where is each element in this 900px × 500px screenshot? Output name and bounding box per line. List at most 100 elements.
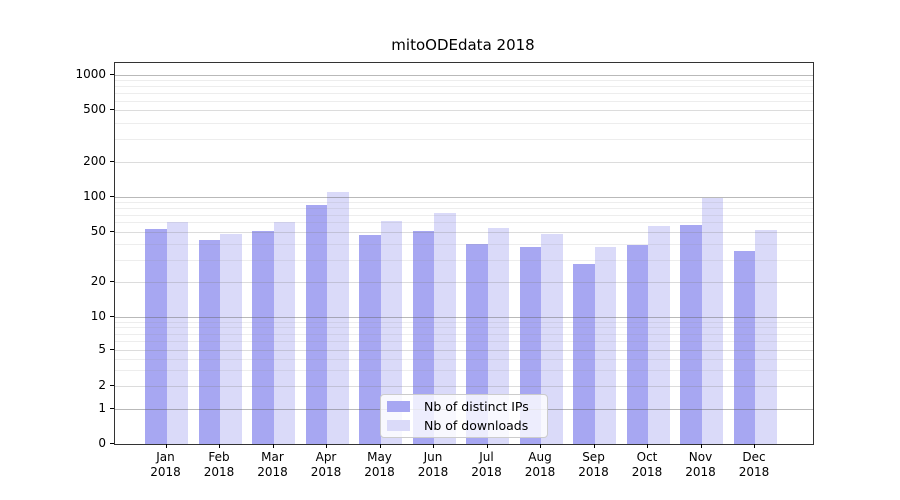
- legend-item-downloads: Nb of downloads: [387, 418, 547, 433]
- gridline-3: [115, 370, 813, 372]
- x-tick-mark-jul: [486, 444, 488, 448]
- x-tick-month: Nov: [688, 450, 713, 464]
- bar-jul-distinct-ips: [466, 243, 488, 444]
- y-tick-mark-1000: [110, 74, 114, 75]
- y-tick-mark-5: [110, 349, 114, 350]
- gridline-2: [115, 386, 813, 387]
- gridline-5: [115, 350, 813, 351]
- x-tick-mark-dec: [754, 444, 755, 448]
- x-tick-year: 2018: [524, 465, 556, 479]
- legend-label-distinct-ips: Nb of distinct IPs: [424, 399, 529, 414]
- x-tick-label-mar: Mar 2018: [243, 450, 303, 480]
- gridline-4: [115, 358, 813, 360]
- bar-jan-downloads: [166, 222, 188, 444]
- x-tick-year: 2018: [738, 465, 770, 479]
- x-tick-month: Jan: [156, 450, 175, 464]
- bar-nov-downloads: [701, 197, 723, 444]
- x-tick-year: 2018: [578, 465, 609, 479]
- x-tick-label-jan: Jan 2018: [136, 450, 196, 480]
- x-tick-month: Jun: [423, 450, 443, 464]
- gridline-600: [115, 100, 813, 102]
- bar-feb-downloads: [220, 233, 242, 444]
- x-tick-month: Apr: [315, 450, 337, 464]
- x-tick-mark-mar: [272, 444, 274, 448]
- gridline-40: [115, 243, 813, 245]
- y-tick-mark-0: [110, 443, 114, 444]
- bar-jan-distinct-ips: [145, 228, 167, 444]
- x-tick-month: Sep: [582, 450, 605, 464]
- gridline-7: [115, 333, 813, 335]
- gridline-400: [115, 122, 813, 124]
- gridline-20: [115, 281, 813, 283]
- y-tick-label-200: 200: [83, 153, 106, 168]
- bar-feb-distinct-ips: [198, 239, 220, 444]
- gridline-90: [115, 202, 813, 203]
- x-tick-mark-may: [379, 444, 381, 448]
- y-tick-label-50: 50: [90, 223, 106, 238]
- gridline-60: [115, 222, 813, 224]
- x-tick-mark-jun: [433, 444, 434, 448]
- x-tick-year: 2018: [150, 465, 181, 479]
- legend: Nb of distinct IPs Nb of downloads: [380, 394, 548, 438]
- x-tick-label-nov: Nov 2018: [671, 450, 731, 480]
- x-tick-label-may: May 2018: [350, 450, 410, 480]
- x-tick-mark-aug: [540, 444, 541, 448]
- x-tick-month: Feb: [208, 450, 230, 464]
- y-tick-label-1: 1: [98, 400, 106, 415]
- x-tick-label-jun: Jun 2018: [403, 450, 463, 480]
- bar-aug-downloads: [541, 233, 563, 444]
- gridline-9: [115, 321, 813, 323]
- gridline-900: [115, 80, 813, 82]
- x-tick-year: 2018: [364, 465, 395, 479]
- y-tick-label-1000: 1000: [75, 67, 106, 81]
- bar-may-downloads: [380, 220, 402, 444]
- x-tick-year: 2018: [631, 465, 663, 479]
- y-tick-mark-20: [110, 280, 114, 282]
- x-tick-label-aug: Aug 2018: [510, 450, 570, 480]
- x-tick-year: 2018: [471, 465, 502, 479]
- bar-oct-downloads: [648, 225, 670, 444]
- gridline-1000: [115, 75, 813, 76]
- legend-label-downloads: Nb of downloads: [424, 418, 529, 433]
- x-tick-month: Jul: [479, 450, 494, 464]
- y-tick-label-2: 2: [98, 378, 106, 392]
- bar-nov-distinct-ips: [680, 225, 702, 444]
- x-tick-mark-jan: [165, 444, 167, 448]
- y-tick-label-10: 10: [90, 308, 106, 323]
- y-tick-label-5: 5: [98, 342, 106, 356]
- x-tick-month: Oct: [636, 450, 658, 464]
- x-tick-month: May: [367, 450, 392, 464]
- chart-title: mitoODEdata 2018: [391, 36, 535, 54]
- bar-apr-downloads: [327, 192, 349, 444]
- bar-jun-distinct-ips: [412, 230, 434, 444]
- gridline-500: [115, 110, 813, 111]
- gridline-10: [115, 316, 813, 318]
- x-tick-mark-sep: [593, 444, 595, 448]
- bar-may-distinct-ips: [359, 235, 381, 444]
- bar-apr-distinct-ips: [305, 204, 327, 444]
- x-tick-label-jul: Jul 2018: [457, 450, 517, 480]
- plot-area: Nb of distinct IPs Nb of downloads: [114, 62, 814, 445]
- bar-dec-distinct-ips: [733, 251, 755, 444]
- y-tick-label-100: 100: [83, 188, 106, 203]
- x-tick-label-dec: Dec 2018: [724, 450, 784, 480]
- gridline-700: [115, 93, 813, 95]
- x-tick-month: Aug: [528, 450, 552, 464]
- x-tick-year: 2018: [685, 465, 716, 479]
- x-tick-mark-oct: [647, 444, 648, 448]
- gridline-300: [115, 138, 813, 140]
- bar-dec-downloads: [755, 229, 777, 444]
- grid-layer: [115, 63, 813, 444]
- gridline-100: [115, 196, 813, 198]
- y-tick-mark-10: [110, 315, 114, 317]
- x-tick-label-sep: Sep 2018: [564, 450, 624, 480]
- y-tick-label-0: 0: [98, 436, 106, 450]
- legend-swatch-distinct-ips: [387, 401, 410, 412]
- legend-swatch-downloads: [387, 420, 410, 431]
- bar-sep-distinct-ips: [573, 263, 595, 444]
- x-tick-year: 2018: [203, 465, 235, 479]
- y-tick-mark-500: [110, 109, 114, 110]
- y-tick-mark-1: [110, 407, 114, 409]
- y-tick-label-20: 20: [90, 273, 106, 288]
